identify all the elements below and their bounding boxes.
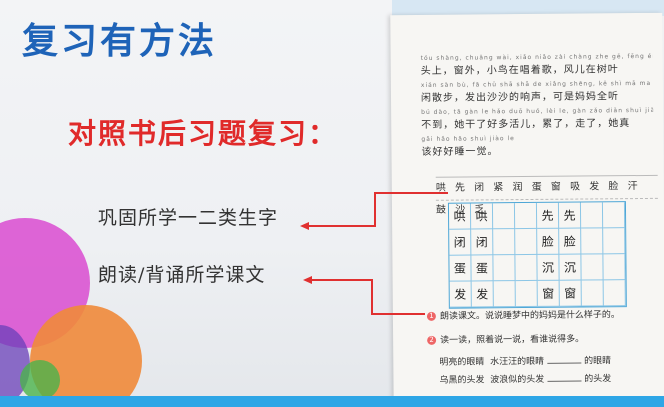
connector-to-grid xyxy=(305,192,448,227)
book-header-strip xyxy=(392,0,664,16)
decor-circle-green xyxy=(20,360,60,400)
item-consolidate-characters: 巩固所学一二类生字 xyxy=(98,207,279,229)
bottom-bar xyxy=(0,396,664,407)
arrowhead-icon xyxy=(300,222,309,230)
connector-to-exercise xyxy=(308,279,425,315)
item-read-recite-texts: 朗读/背诵所学课文 xyxy=(98,264,266,286)
slide-subtitle: 对照书后习题复习： xyxy=(68,117,339,150)
arrowhead-icon xyxy=(303,276,312,284)
slide-title: 复习有方法 xyxy=(22,20,218,62)
